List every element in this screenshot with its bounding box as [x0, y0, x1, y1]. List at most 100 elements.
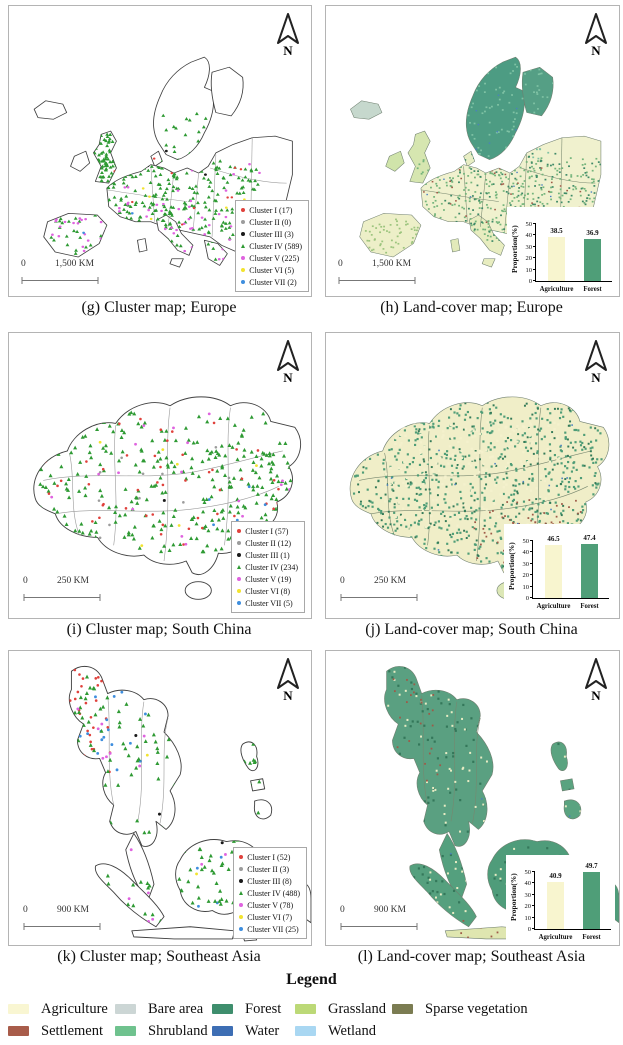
bar-forest — [583, 872, 600, 929]
cluster-marker-icon — [239, 915, 244, 920]
y-tick — [533, 257, 536, 259]
north-arrow-icon — [277, 340, 299, 371]
cluster-legend: Cluster I (17) Cluster II (0) Cluster III … — [235, 199, 309, 292]
bar-value-label: 40.9 — [549, 872, 562, 881]
panel-i: N 0 250 KM Cluster I (57) Cluster II (12)… — [8, 332, 312, 619]
scale-bar-line — [23, 923, 101, 930]
cluster-legend-label: Cluster II (0) — [249, 217, 292, 227]
cluster-legend-row: Cluster I (57) — [237, 527, 298, 537]
north-arrow-icon — [585, 340, 607, 371]
chart-plot: 0 10 20 30 40 50 40.9 Agriculture 49.7 Forest — [525, 862, 611, 941]
proportion-chart: Proportion(%) 0 10 20 30 40 50 46.5 Agriculture 4… — [504, 524, 613, 613]
y-tick — [533, 280, 536, 281]
map-southeast-asia-cluster — [68, 665, 311, 942]
cluster-legend-row: Cluster II (0) — [241, 218, 302, 228]
cluster-legend-row: Cluster V (225) — [241, 254, 302, 264]
x-category-label: Agriculture — [538, 934, 573, 941]
cluster-legend-label: Cluster I (52) — [247, 852, 291, 862]
scale-bar-line — [21, 277, 99, 284]
y-tick-label: 20 — [525, 255, 533, 263]
scale-bar: 0 900 KM — [23, 905, 143, 935]
legend-item: Sparse vegetation — [392, 1001, 528, 1017]
legend-label: Settlement — [41, 1022, 104, 1039]
cluster-legend-label: Cluster III (3) — [249, 229, 294, 239]
legend-label: Water — [245, 1022, 280, 1039]
y-tick-label: 40 — [524, 880, 532, 888]
bar-forest — [581, 543, 598, 598]
panel-k: N 0 900 KM Cluster I (52) Cluster II (3) C… — [8, 650, 312, 946]
x-category-label: Agriculture — [536, 603, 571, 610]
scale-bar-line — [340, 594, 418, 601]
y-tick — [530, 540, 533, 541]
north-arrow-icon — [585, 13, 607, 44]
panel-l: N 0 900 KM Proportion(%) 0 10 20 30 40 50 40.9 A… — [325, 650, 620, 946]
cluster-legend-label: Cluster VI (5) — [249, 265, 294, 275]
legend-label: Agriculture — [41, 1000, 108, 1017]
north-arrow: N — [274, 338, 302, 389]
cluster-legend: Cluster I (52) Cluster II (3) Cluster III … — [233, 846, 307, 939]
north-letter: N — [283, 43, 293, 57]
cluster-marker-icon — [239, 903, 244, 908]
cluster-legend-row: Cluster IV (589) — [241, 242, 302, 252]
cluster-legend-row: Cluster VII (5) — [237, 599, 298, 609]
cluster-legend-label: Cluster VI (7) — [247, 912, 292, 922]
cluster-marker-icon — [237, 541, 242, 546]
scale-zero: 0 — [340, 905, 345, 915]
cluster-legend-row: Cluster VII (2) — [241, 278, 302, 288]
cluster-legend-label: Cluster VI (8) — [245, 586, 290, 596]
cluster-legend-row: Cluster VI (8) — [237, 587, 298, 597]
cluster-marker-icon — [237, 553, 242, 558]
cluster-legend-label: Cluster IV (488) — [247, 888, 300, 898]
chart-plot: 0 10 20 30 40 50 38.5 Agriculture 36.9 Forest — [526, 221, 612, 293]
north-arrow: N — [582, 338, 610, 389]
cluster-marker-icon — [237, 565, 242, 570]
cluster-marker-icon — [241, 208, 246, 213]
cluster-marker-icon — [237, 589, 242, 594]
north-letter: N — [283, 688, 293, 702]
bar-value-label: 47.4 — [583, 533, 596, 542]
bar-agriculture — [548, 237, 565, 281]
cluster-legend-label: Cluster VII (25) — [247, 924, 299, 934]
cluster-legend-row: Cluster II (12) — [237, 539, 298, 549]
cluster-legend-label: Cluster IV (589) — [249, 241, 302, 251]
cluster-legend-row: Cluster I (17) — [241, 206, 302, 216]
north-arrow-icon — [585, 658, 607, 689]
panel-g: N 0 1,500 KM Cluster I (17) Cluster II (0… — [8, 5, 312, 297]
cluster-marker-icon — [241, 256, 246, 261]
y-tick — [532, 893, 535, 895]
scale-zero: 0 — [21, 259, 26, 269]
cluster-marker-icon — [241, 280, 246, 285]
cluster-legend-label: Cluster IV (234) — [245, 562, 298, 572]
legend-swatch — [392, 1004, 413, 1014]
cluster-legend-row: Cluster VI (7) — [239, 913, 300, 923]
x-category-label: Forest — [582, 934, 601, 941]
caption-g: (g) Cluster map; Europe — [81, 299, 237, 316]
y-tick — [532, 871, 535, 872]
legend-item: Agriculture — [8, 1001, 108, 1017]
cluster-legend-label: Cluster II (3) — [247, 864, 290, 874]
y-tick — [533, 268, 536, 270]
cluster-marker-icon — [241, 268, 246, 273]
legend-swatch — [8, 1004, 29, 1014]
cluster-legend-row: Cluster VI (5) — [241, 266, 302, 276]
cluster-legend-label: Cluster V (19) — [245, 574, 292, 584]
y-tick-label: 0 — [528, 278, 532, 285]
scale-bar-line — [338, 277, 416, 284]
cluster-legend-label: Cluster V (225) — [249, 253, 300, 263]
scale-distance: 250 KM — [374, 576, 406, 586]
proportion-chart: Proportion(%) 0 10 20 30 40 50 40.9 Agriculture 4… — [506, 855, 615, 944]
north-arrow-icon — [277, 13, 299, 44]
y-tick — [533, 245, 536, 247]
proportion-chart: Proportion(%) 0 10 20 30 40 50 38.5 Agriculture 3… — [507, 207, 616, 296]
y-tick-label: 40 — [525, 232, 533, 240]
caption-j: (j) Land-cover map; South China — [365, 621, 578, 638]
legend-title: Legend — [286, 971, 337, 988]
scale-bar: 0 250 KM — [23, 576, 143, 606]
cluster-legend-row: Cluster IV (234) — [237, 563, 298, 573]
legend-swatch — [8, 1026, 29, 1036]
bar-value-label: 46.5 — [547, 535, 560, 543]
cluster-marker-icon — [237, 529, 242, 534]
legend-swatch — [212, 1026, 233, 1036]
panel-h: N 0 1,500 KM Proportion(%) 0 10 20 30 40 50 38.… — [325, 5, 620, 297]
cluster-legend-row: Cluster III (8) — [239, 877, 300, 887]
